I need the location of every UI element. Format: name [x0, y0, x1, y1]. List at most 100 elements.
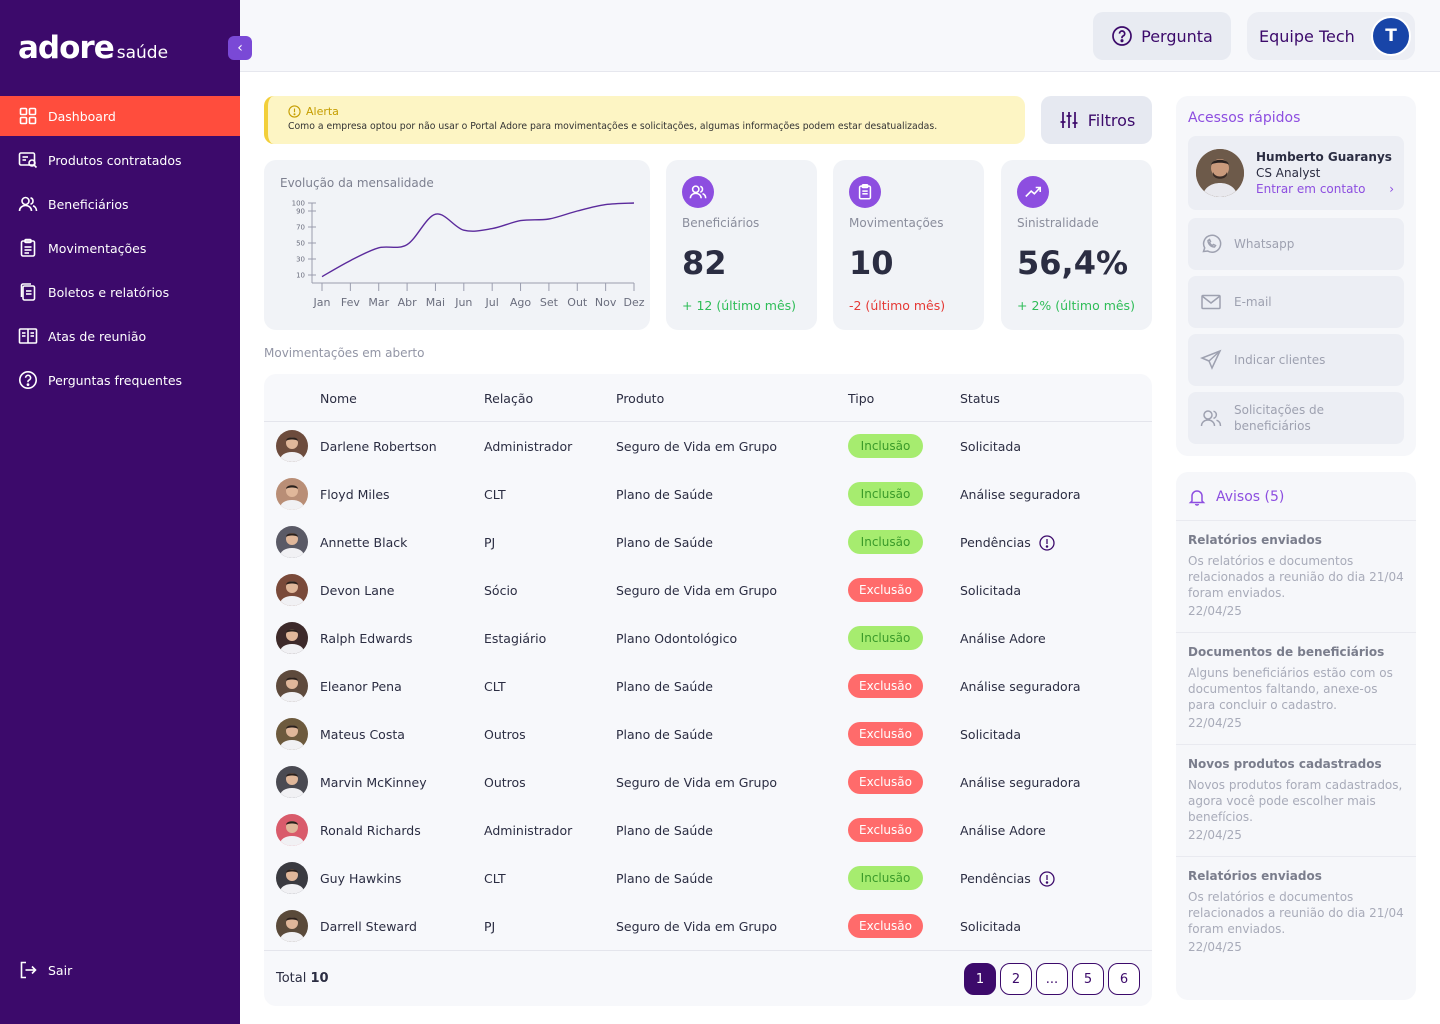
logout-button[interactable]: Sair [18, 960, 72, 980]
logo-main-text: adore [18, 30, 115, 66]
quick-link-solicitacoes[interactable]: Solicitações de beneficiários [1188, 392, 1404, 444]
y-tick-label: 50 [296, 240, 305, 248]
table-row[interactable]: Darrell Steward PJ Seguro de Vida em Grupo… [264, 902, 1152, 950]
brand-logo[interactable]: adore saúde [18, 30, 168, 66]
alert-banner: Alerta Como a empresa optou por não usar… [264, 96, 1025, 144]
section-label: Movimentações em aberto [264, 346, 425, 360]
cell-status: Solicitada [960, 583, 1021, 598]
notice-item[interactable]: Relatórios enviados Os relatórios e docum… [1176, 520, 1416, 632]
y-tick-label: 30 [296, 256, 305, 264]
page-button[interactable]: 2 [1000, 963, 1032, 995]
status-text: Solicitada [960, 727, 1022, 742]
table-row[interactable]: Mateus Costa Outros Plano de Saúde Exclusão… [264, 710, 1152, 758]
cell-produto: Plano de Saúde [616, 535, 713, 550]
cell-status: Solicitada [960, 919, 1021, 934]
sidebar-item-label: Perguntas frequentes [48, 372, 183, 388]
sidebar-item-perguntas[interactable]: Perguntas frequentes [0, 360, 240, 400]
column-header-produto[interactable]: Produto [616, 391, 665, 406]
collapse-sidebar-button[interactable]: ‹ [228, 36, 252, 60]
table-row[interactable]: Ralph Edwards Estagiário Plano Odontológic… [264, 614, 1152, 662]
notice-title: Documentos de beneficiários [1188, 645, 1385, 659]
table-row[interactable]: Guy Hawkins CLT Plano de Saúde Inclusão Pend… [264, 854, 1152, 902]
clipboard-icon [18, 238, 38, 258]
filters-button[interactable]: Filtros [1041, 96, 1152, 144]
cell-nome: Floyd Miles [320, 487, 390, 502]
cell-relacao: CLT [484, 871, 506, 886]
sidebar-item-label: Movimentações [48, 240, 147, 256]
notice-item[interactable]: Novos produtos cadastrados Novos produtos… [1176, 744, 1416, 856]
column-header-relacao[interactable]: Relação [484, 391, 534, 406]
notice-date: 22/04/25 [1188, 828, 1242, 842]
type-badge: Inclusão [848, 866, 923, 890]
question-icon [1112, 26, 1132, 46]
sidebar-item-movimentacoes[interactable]: Movimentações [0, 228, 240, 268]
team-label: Equipe Tech [1259, 26, 1355, 46]
total-count: Total 10 [276, 971, 329, 986]
cell-status: Pendências [960, 534, 1055, 552]
question-button-label: Pergunta [1141, 26, 1213, 46]
sidebar-item-atas[interactable]: Atas de reunião [0, 316, 240, 356]
question-icon [18, 370, 38, 390]
column-header-nome[interactable]: Nome [320, 391, 357, 406]
cell-nome: Guy Hawkins [320, 871, 402, 886]
info-icon[interactable] [1039, 870, 1055, 887]
cell-produto: Plano de Saúde [616, 727, 713, 742]
page-button[interactable]: 1 [964, 963, 996, 995]
cell-produto: Plano de Saúde [616, 487, 713, 502]
table-row[interactable]: Annette Black PJ Plano de Saúde Inclusão Pen… [264, 518, 1152, 566]
quick-link-email[interactable]: E-mail [1188, 276, 1404, 328]
x-tick-label: Nov [595, 296, 617, 309]
cs-contact-card[interactable]: Humberto Guaranys CS Analyst Entrar em c… [1188, 136, 1404, 210]
notice-item[interactable]: Documentos de beneficiários Alguns benefi… [1176, 632, 1416, 744]
page-button[interactable]: 5 [1072, 963, 1104, 995]
contact-link[interactable]: Entrar em contato [1256, 182, 1366, 196]
quick-link-indicar[interactable]: Indicar clientes [1188, 334, 1404, 386]
cell-produto: Seguro de Vida em Grupo [616, 583, 778, 598]
table-row[interactable]: Ronald Richards Administrador Plano de Saú… [264, 806, 1152, 854]
cell-relacao: Estagiário [484, 631, 547, 646]
monthly-fee-chart-card: Evolução da mensalidade 100 90 70 50 30 10 Jan… [264, 160, 650, 330]
x-tick-label: Out [567, 296, 588, 309]
notice-body: Os relatórios e documentos relacionados … [1188, 890, 1404, 936]
table-row[interactable]: Floyd Miles CLT Plano de Saúde Inclusão Anál… [264, 470, 1152, 518]
users-icon [18, 194, 38, 214]
table-row[interactable]: Marvin McKinney Outros Seguro de Vida em G… [264, 758, 1152, 806]
mail-icon [1201, 294, 1221, 310]
bell-icon [1188, 490, 1206, 506]
sidebar-item-beneficiarios[interactable]: Beneficiários [0, 184, 240, 224]
notice-body: Novos produtos foram cadastrados, agora … [1188, 778, 1403, 824]
cell-nome: Ralph Edwards [320, 631, 413, 646]
sliders-icon [1060, 112, 1078, 128]
y-tick-label: 90 [296, 208, 305, 216]
sidebar-item-label: Boletos e relatórios [48, 284, 170, 300]
column-header-status[interactable]: Status [960, 391, 1000, 406]
pagination-ellipsis[interactable]: ... [1036, 963, 1068, 995]
team-menu[interactable]: Equipe Tech T [1247, 12, 1415, 60]
sidebar-item-boletos[interactable]: Boletos e relatórios [0, 272, 240, 312]
sidebar-item-dashboard[interactable]: Dashboard [0, 96, 240, 136]
x-tick-label: Mar [368, 296, 389, 309]
chart-title: Evolução da mensalidade [280, 176, 434, 190]
cell-status: Análise seguradora [960, 487, 1081, 502]
column-header-tipo[interactable]: Tipo [848, 391, 875, 406]
avatar [276, 526, 308, 558]
table-row[interactable]: Darlene Robertson Administrador Seguro de … [264, 422, 1152, 470]
alert-title-text: Alerta [306, 105, 339, 118]
quick-link-whatsapp[interactable]: Whatsapp [1188, 218, 1404, 270]
avatar [276, 622, 308, 654]
cell-nome: Devon Lane [320, 583, 395, 598]
question-button[interactable]: Pergunta [1093, 12, 1231, 60]
info-icon[interactable] [1039, 534, 1055, 551]
users-icon [682, 176, 714, 208]
sidebar-item-produtos[interactable]: Produtos contratados [0, 140, 240, 180]
notice-body: Alguns beneficiários estão com os docume… [1188, 666, 1393, 712]
table-row[interactable]: Eleanor Pena CLT Plano de Saúde Exclusão Aná… [264, 662, 1152, 710]
table-row[interactable]: Devon Lane Sócio Seguro de Vida em Grupo Ex… [264, 566, 1152, 614]
table-header: Nome Relação Produto Tipo Status [264, 374, 1152, 422]
sidebar-item-label: Produtos contratados [48, 152, 182, 168]
page-button[interactable]: 6 [1108, 963, 1140, 995]
x-tick-label: Jan [313, 296, 331, 309]
contact-role: CS Analyst [1256, 166, 1321, 180]
notice-item[interactable]: Relatórios enviados Os relatórios e docum… [1176, 856, 1416, 968]
y-tick-label: 70 [296, 224, 305, 232]
